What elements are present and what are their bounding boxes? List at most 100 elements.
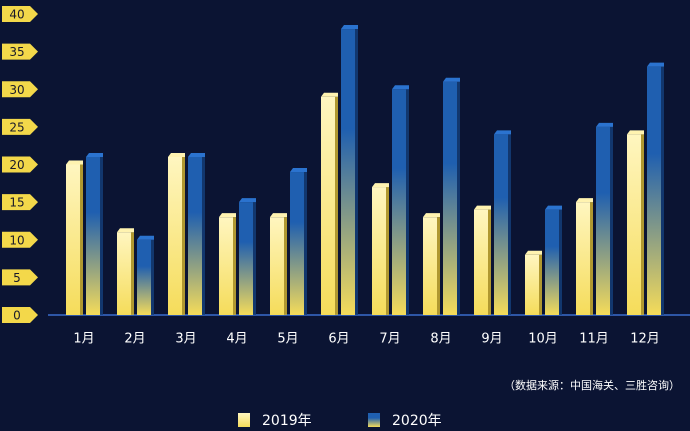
bar bbox=[627, 134, 641, 315]
legend-label: 2019年 bbox=[262, 413, 312, 429]
bar-side bbox=[335, 96, 338, 316]
x-tick-label: 10月 bbox=[528, 332, 558, 347]
tick-tag bbox=[2, 231, 38, 248]
x-tick-label: 5月 bbox=[277, 332, 298, 347]
x-tick-label: 12月 bbox=[630, 332, 660, 347]
y-tick-label: 20 bbox=[9, 158, 24, 172]
x-tick-label: 11月 bbox=[579, 332, 609, 347]
bar-top bbox=[647, 62, 664, 67]
bar-side bbox=[641, 134, 644, 315]
bar-side bbox=[253, 202, 256, 315]
tick-tag bbox=[2, 307, 38, 323]
bar bbox=[494, 134, 508, 315]
bar-side bbox=[80, 164, 83, 315]
tick-tag bbox=[2, 43, 38, 60]
bar bbox=[423, 217, 437, 315]
bar bbox=[86, 156, 100, 315]
bar-side bbox=[182, 156, 185, 315]
bar-side bbox=[437, 217, 440, 315]
x-tick-label: 7月 bbox=[379, 332, 400, 347]
bar-side bbox=[406, 89, 409, 315]
bar bbox=[525, 254, 539, 315]
bar-side bbox=[233, 217, 236, 315]
bar-side bbox=[304, 172, 307, 315]
bar bbox=[137, 239, 151, 315]
bar-top bbox=[525, 250, 542, 255]
bar-side bbox=[355, 29, 358, 316]
tick-tag bbox=[2, 194, 38, 211]
bar bbox=[239, 202, 253, 315]
bar-side bbox=[151, 239, 154, 315]
bar-side bbox=[661, 66, 664, 315]
y-tick-label: 15 bbox=[9, 196, 24, 210]
bar-top bbox=[219, 213, 236, 218]
bar bbox=[576, 202, 590, 315]
bar-side bbox=[508, 134, 511, 315]
bar-top bbox=[270, 213, 287, 218]
x-tick-label: 1月 bbox=[73, 332, 94, 347]
source-note: （数据来源：中国海关、三胜咨询） bbox=[504, 378, 680, 392]
bar bbox=[392, 89, 406, 315]
bar bbox=[545, 209, 559, 315]
bar-side bbox=[488, 209, 491, 315]
tick-tag bbox=[2, 81, 38, 98]
legend-swatch bbox=[238, 413, 250, 427]
bar-top bbox=[66, 160, 83, 165]
x-tick-label: 4月 bbox=[226, 332, 247, 347]
bar-side bbox=[100, 156, 103, 315]
bar-side bbox=[559, 209, 562, 315]
bar bbox=[219, 217, 233, 315]
bar-top bbox=[474, 205, 491, 210]
bar bbox=[372, 187, 386, 315]
bar-top bbox=[372, 183, 389, 188]
bar-side bbox=[202, 156, 205, 315]
y-tick-label: 40 bbox=[9, 8, 24, 22]
tick-tag bbox=[2, 269, 38, 286]
bar-side bbox=[131, 232, 134, 315]
bar-side bbox=[610, 126, 613, 315]
y-tick-label: 0 bbox=[13, 309, 21, 323]
bar bbox=[117, 232, 131, 315]
bar-top bbox=[494, 130, 511, 135]
y-tick-label: 25 bbox=[9, 120, 24, 134]
bar-top bbox=[576, 198, 593, 203]
bar-top bbox=[443, 77, 460, 82]
y-tick-label: 30 bbox=[9, 83, 24, 97]
bar-top bbox=[392, 85, 409, 90]
bar-side bbox=[386, 187, 389, 315]
bar bbox=[66, 164, 80, 315]
x-tick-label: 8月 bbox=[430, 332, 451, 347]
bar-top bbox=[321, 92, 338, 97]
bar-side bbox=[284, 217, 287, 315]
bar bbox=[168, 156, 182, 315]
bar bbox=[596, 126, 610, 315]
bar bbox=[474, 209, 488, 315]
bar bbox=[188, 156, 202, 315]
bar-top bbox=[290, 168, 307, 173]
bar bbox=[443, 81, 457, 315]
bar-top bbox=[423, 213, 440, 218]
tick-tag bbox=[2, 156, 38, 173]
y-tick-label: 10 bbox=[9, 233, 24, 247]
x-tick-label: 2月 bbox=[124, 332, 145, 347]
bar-top bbox=[596, 122, 613, 127]
bar-top bbox=[117, 228, 134, 233]
bar-top bbox=[168, 152, 185, 157]
x-tick-label: 3月 bbox=[175, 332, 196, 347]
bar-top bbox=[627, 130, 644, 135]
bar bbox=[341, 29, 355, 316]
bar bbox=[647, 66, 661, 315]
bar-side bbox=[539, 254, 542, 315]
legend-label: 2020年 bbox=[392, 413, 442, 429]
bar-top bbox=[188, 152, 205, 157]
bar-top bbox=[239, 198, 256, 203]
bar bbox=[270, 217, 284, 315]
legend-swatch bbox=[368, 413, 380, 427]
bar-side bbox=[590, 202, 593, 315]
x-tick-label: 6月 bbox=[328, 332, 349, 347]
tick-tag bbox=[2, 118, 38, 135]
tick-tag bbox=[2, 6, 38, 22]
bar bbox=[290, 172, 304, 315]
